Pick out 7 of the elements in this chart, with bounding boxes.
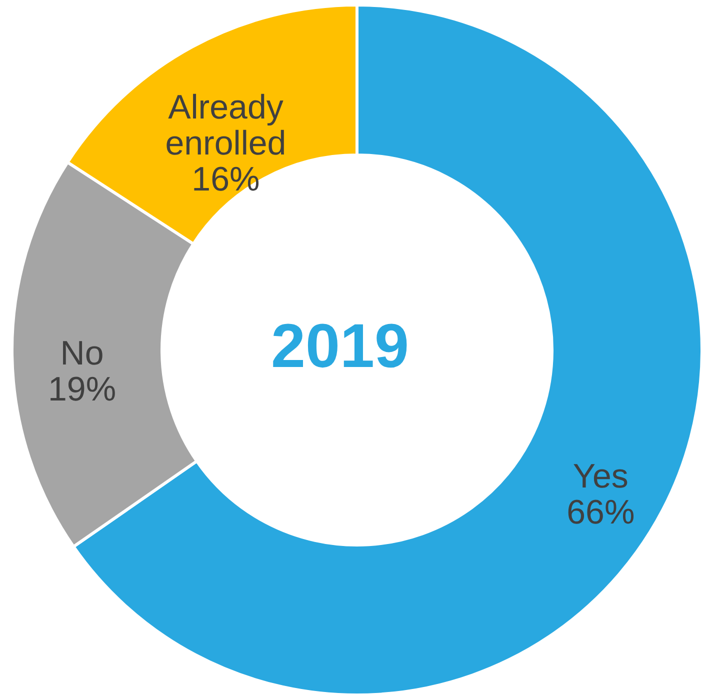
data-label: 16% [192, 160, 260, 198]
slice-label: Yes [572, 458, 628, 496]
slice-label: Already enrolled [165, 88, 286, 162]
text: 2019 [271, 312, 409, 381]
slice-label: No [60, 334, 104, 372]
data-label: 66% [566, 494, 635, 532]
data-label: 19% [48, 370, 116, 408]
